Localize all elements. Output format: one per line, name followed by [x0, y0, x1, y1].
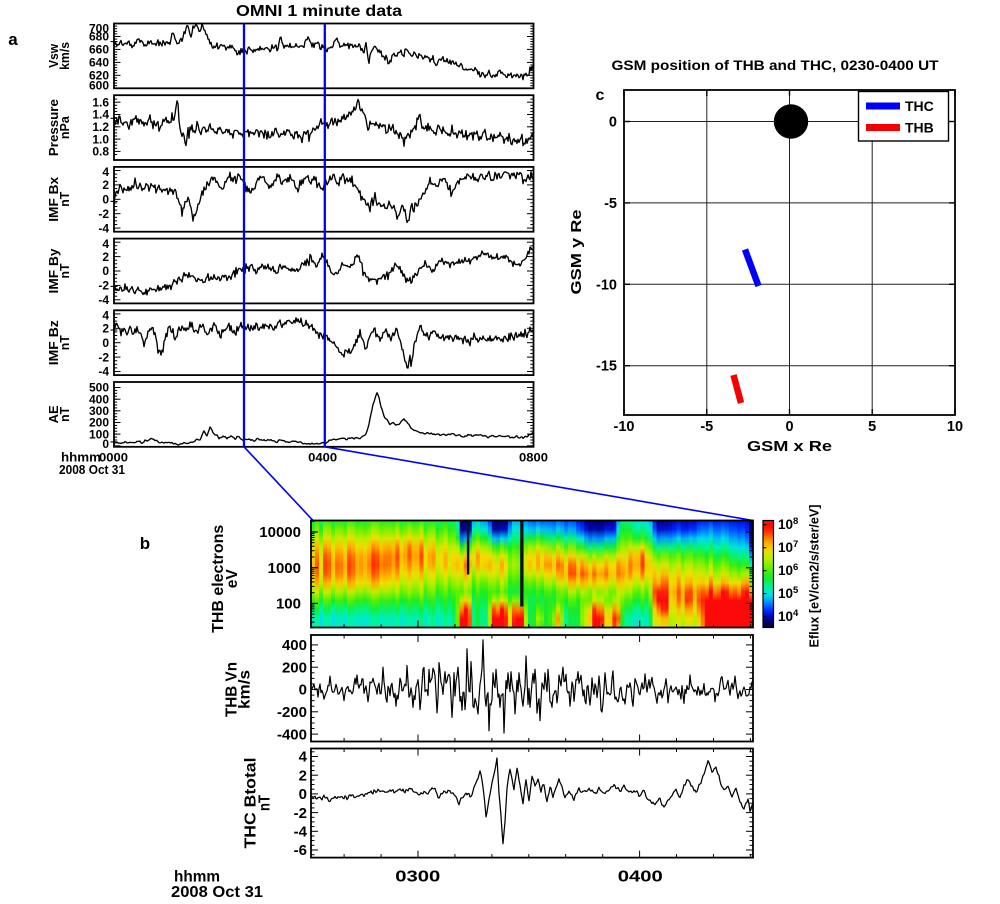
svg-text:-2: -2 [98, 350, 109, 364]
svg-text:nT: nT [58, 263, 72, 278]
svg-text:0: 0 [299, 682, 307, 699]
svg-text:2: 2 [299, 767, 307, 784]
svg-text:2: 2 [102, 178, 109, 192]
svg-text:0: 0 [299, 786, 307, 803]
svg-text:THB: THB [905, 120, 934, 136]
svg-text:-2: -2 [294, 805, 307, 822]
svg-text:GSM position of THB and THC, 0: GSM position of THB and THC, 0230-0400 U… [612, 57, 939, 73]
svg-text:Eflux [eV/cm2/s/ster/eV]: Eflux [eV/cm2/s/ster/eV] [806, 505, 821, 648]
svg-text:nT: nT [58, 191, 72, 206]
svg-text:0: 0 [102, 336, 109, 350]
svg-text:620: 620 [89, 69, 109, 83]
svg-text:0400: 0400 [308, 451, 337, 465]
svg-text:1.6: 1.6 [92, 95, 109, 109]
svg-text:200: 200 [89, 416, 109, 430]
svg-text:4: 4 [102, 237, 109, 251]
svg-text:THB Vn: THB Vn [224, 662, 241, 717]
svg-text:-6: -6 [294, 842, 307, 859]
svg-text:5: 5 [868, 419, 876, 435]
svg-text:0: 0 [609, 115, 617, 131]
svg-text:-10: -10 [614, 419, 635, 435]
svg-text:Pressure: Pressure [47, 99, 61, 156]
svg-text:-5: -5 [604, 196, 617, 212]
svg-text:100: 100 [89, 427, 109, 441]
svg-text:1.2: 1.2 [92, 120, 109, 134]
svg-text:4: 4 [102, 165, 109, 179]
svg-text:Vsw: Vsw [47, 44, 61, 68]
svg-text:400: 400 [282, 637, 307, 654]
svg-text:THC: THC [905, 98, 934, 114]
svg-text:2: 2 [102, 322, 109, 336]
svg-text:0000: 0000 [99, 451, 128, 465]
svg-text:nT: nT [58, 335, 72, 350]
svg-text:0400: 0400 [618, 869, 663, 886]
svg-text:IMF By: IMF By [47, 248, 61, 293]
svg-text:eV: eV [224, 569, 241, 588]
svg-text:1000: 1000 [268, 560, 301, 577]
svg-text:-4: -4 [98, 221, 109, 235]
svg-text:700: 700 [89, 22, 109, 36]
svg-text:1.4: 1.4 [92, 108, 109, 122]
svg-text:500: 500 [89, 381, 109, 395]
svg-text:200: 200 [282, 659, 307, 676]
svg-text:AE: AE [47, 405, 61, 423]
svg-text:660: 660 [89, 43, 109, 57]
svg-text:c: c [596, 87, 605, 104]
svg-text:1.0: 1.0 [92, 132, 109, 146]
svg-text:-4: -4 [294, 824, 308, 841]
svg-text:GSM y Re: GSM y Re [569, 210, 585, 295]
svg-text:0: 0 [102, 264, 109, 278]
svg-text:km/s: km/s [237, 670, 254, 709]
svg-text:300: 300 [89, 404, 109, 418]
svg-text:IMF Bz: IMF Bz [47, 320, 61, 365]
svg-text:0: 0 [102, 193, 109, 207]
svg-text:10000: 10000 [259, 524, 301, 541]
svg-text:nT: nT [257, 795, 274, 811]
svg-text:0: 0 [102, 437, 109, 451]
svg-text:2008 Oct 31: 2008 Oct 31 [171, 884, 263, 899]
svg-text:hhmm: hhmm [174, 869, 220, 886]
svg-text:OMNI 1 minute data: OMNI 1 minute data [236, 3, 402, 20]
svg-text:nT: nT [58, 407, 72, 422]
svg-text:2: 2 [102, 250, 109, 264]
svg-text:hhmm: hhmm [61, 451, 101, 465]
svg-text:b: b [140, 534, 150, 553]
svg-text:IMF Bx: IMF Bx [47, 177, 61, 222]
svg-text:2008 Oct 31: 2008 Oct 31 [59, 463, 125, 477]
svg-text:0300: 0300 [395, 869, 440, 886]
svg-text:-200: -200 [277, 704, 307, 721]
svg-text:THC Btotal: THC Btotal [243, 758, 260, 849]
svg-text:680: 680 [89, 30, 109, 44]
svg-text:0: 0 [785, 419, 793, 435]
svg-text:10: 10 [947, 419, 963, 435]
svg-text:-2: -2 [98, 207, 109, 221]
svg-text:THB electrons: THB electrons [210, 525, 227, 633]
svg-text:-10: -10 [596, 277, 617, 293]
svg-text:-5: -5 [700, 419, 713, 435]
svg-text:-15: -15 [596, 359, 617, 375]
svg-text:4: 4 [299, 749, 308, 766]
svg-text:640: 640 [89, 56, 109, 70]
svg-text:4: 4 [102, 309, 109, 323]
svg-text:-4: -4 [98, 293, 109, 307]
svg-text:600: 600 [89, 79, 109, 93]
svg-text:-2: -2 [98, 279, 109, 293]
svg-text:-400: -400 [277, 726, 307, 743]
svg-text:a: a [8, 30, 18, 49]
svg-text:nPa: nPa [58, 115, 72, 139]
svg-text:GSM x Re: GSM x Re [747, 439, 832, 455]
svg-text:100: 100 [276, 596, 301, 613]
svg-text:400: 400 [89, 392, 109, 406]
svg-text:km/s: km/s [58, 42, 72, 70]
svg-text:-4: -4 [98, 365, 109, 379]
svg-text:0800: 0800 [519, 451, 548, 465]
svg-text:0.8: 0.8 [92, 145, 109, 159]
